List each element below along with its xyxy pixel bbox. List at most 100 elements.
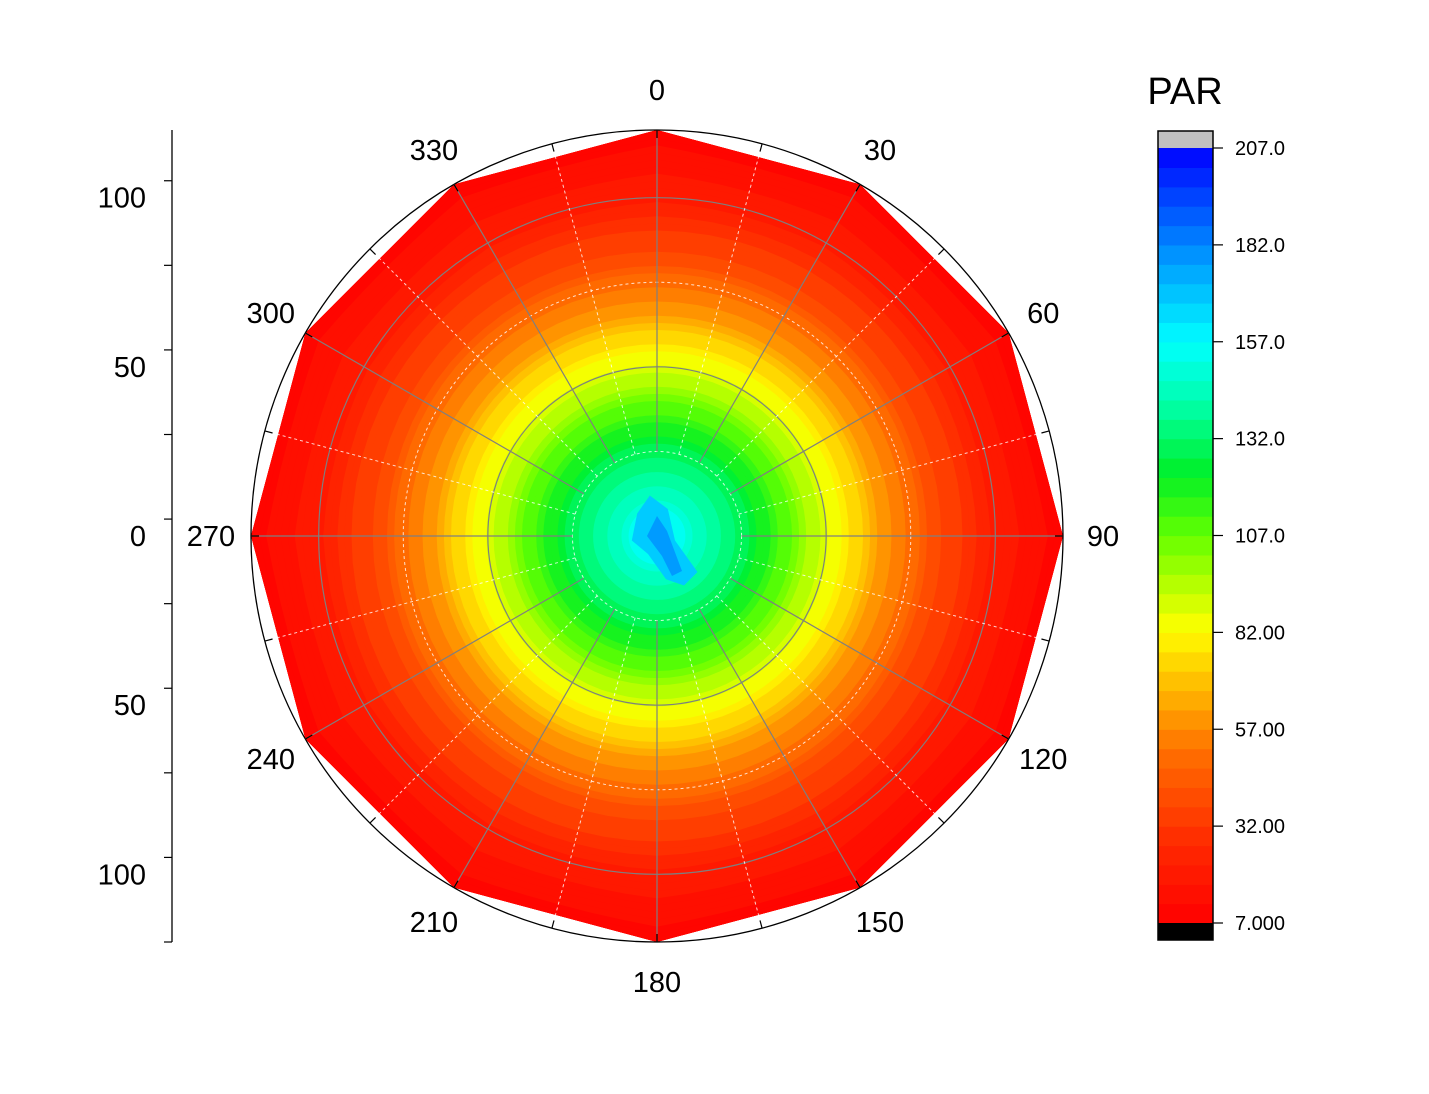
radial-tick-label: 0 <box>130 521 146 553</box>
angle-tick <box>759 920 763 929</box>
angle-tick-label: 150 <box>856 907 904 939</box>
colorbar-level <box>1158 477 1213 498</box>
colorbar-level <box>1158 845 1213 866</box>
angle-tick-label: 210 <box>410 907 458 939</box>
angle-tick-label: 180 <box>633 967 681 999</box>
colorbar-level <box>1158 283 1213 304</box>
angle-grid-major <box>305 577 585 740</box>
colorbar-level <box>1158 399 1213 420</box>
angle-tick <box>551 920 555 929</box>
angle-tick-label: 90 <box>1087 521 1119 553</box>
colorbar-above-max <box>1158 131 1213 148</box>
colorbar-level <box>1158 593 1213 614</box>
colorbar-level <box>1158 225 1213 246</box>
angle-tick-label: 0 <box>649 75 665 107</box>
angle-tick-label: 300 <box>247 298 295 330</box>
colorbar-level <box>1158 244 1213 265</box>
colorbar-level <box>1158 419 1213 440</box>
colorbar-level <box>1158 554 1213 575</box>
radial-tick-label: 100 <box>98 859 146 891</box>
colorbar-level <box>1158 167 1213 188</box>
angle-tick <box>453 184 459 192</box>
angle-tick <box>855 184 861 192</box>
angle-tick <box>1041 430 1050 434</box>
colorbar-level <box>1158 264 1213 285</box>
colorbar-tick-label: 82.00 <box>1235 622 1285 644</box>
colorbar-level <box>1158 632 1213 653</box>
radial-axis: 100 50 0 50 100 <box>98 130 173 943</box>
angle-tick <box>1001 734 1009 740</box>
angle-tick-label: 120 <box>1019 744 1067 776</box>
colorbar-level <box>1158 806 1213 827</box>
colorbar-level <box>1158 206 1213 227</box>
angle-tick <box>1041 638 1050 642</box>
radial-tick-label: 50 <box>114 352 146 384</box>
angle-tick <box>551 143 555 152</box>
colorbar-tick-label: 157.0 <box>1235 332 1285 354</box>
peak-core <box>647 516 682 576</box>
angle-tick <box>369 248 376 255</box>
angle-tick-label: 240 <box>247 744 295 776</box>
colorbar-level <box>1158 768 1213 788</box>
colorbar-level <box>1158 826 1213 847</box>
angle-tick <box>938 817 945 824</box>
colorbar-level <box>1158 535 1213 556</box>
colorbar-tick-label: 207.0 <box>1235 138 1285 160</box>
colorbar-tick-label: 107.0 <box>1235 526 1285 548</box>
angle-grid-major <box>729 577 1009 740</box>
colorbar-tick-label: 32.00 <box>1235 816 1285 838</box>
colorbar-level <box>1158 438 1213 459</box>
colorbar-level <box>1158 341 1213 362</box>
angle-grid-major <box>698 184 861 464</box>
angle-grid-major <box>453 184 616 464</box>
angle-tick-label: 270 <box>187 521 235 553</box>
colorbar-level <box>1158 864 1213 885</box>
angle-grid-major <box>305 332 585 495</box>
radial-tick-label: 100 <box>98 183 146 215</box>
colorbar-level <box>1158 574 1213 595</box>
colorbar-level <box>1158 903 1213 924</box>
colorbar-level <box>1158 380 1213 401</box>
colorbar-level <box>1158 613 1213 633</box>
colorbar-level <box>1158 361 1213 382</box>
colorbar-below-min <box>1158 923 1213 940</box>
angle-tick <box>369 817 376 824</box>
angle-tick-label: 330 <box>410 135 458 167</box>
angle-grid-major <box>729 332 1009 495</box>
angle-tick <box>264 638 273 642</box>
angle-tick <box>855 880 861 888</box>
colorbar-level <box>1158 303 1213 323</box>
colorbar-level <box>1158 186 1213 207</box>
colorbar: PAR 7.000 32.00 57.00 82.00 107.0 132.0 157.0 1… <box>1147 71 1285 941</box>
angle-tick <box>938 248 945 255</box>
angle-grid-major <box>698 608 861 888</box>
angle-tick-label: 30 <box>864 135 896 167</box>
colorbar-level <box>1158 690 1213 711</box>
radial-tick-label: 50 <box>114 690 146 722</box>
colorbar-level <box>1158 748 1213 769</box>
angle-axis-labels: 0 30 60 90 120 150 180 210 240 270 300 330 <box>187 75 1119 999</box>
colorbar-level <box>1158 148 1213 168</box>
angle-grid-major <box>453 608 616 888</box>
colorbar-tick-label: 7.000 <box>1235 913 1285 935</box>
colorbar-level <box>1158 729 1213 750</box>
colorbar-level <box>1158 787 1213 808</box>
colorbar-level <box>1158 496 1213 517</box>
colorbar-level <box>1158 322 1213 343</box>
colorbar-level <box>1158 884 1213 905</box>
colorbar-tick-label: 132.0 <box>1235 429 1285 451</box>
colorbar-level <box>1158 651 1213 672</box>
colorbar-title: PAR <box>1147 71 1222 113</box>
colorbar-level <box>1158 671 1213 692</box>
colorbar-tick-label: 57.00 <box>1235 719 1285 741</box>
angle-tick <box>453 880 459 888</box>
angle-tick-label: 60 <box>1027 298 1059 330</box>
angle-tick <box>305 734 313 740</box>
angle-tick <box>264 430 273 434</box>
colorbar-level <box>1158 709 1213 730</box>
colorbar-level <box>1158 516 1213 537</box>
angle-tick <box>1001 332 1009 338</box>
colorbar-tick-label: 182.0 <box>1235 235 1285 257</box>
colorbar-level <box>1158 458 1213 478</box>
